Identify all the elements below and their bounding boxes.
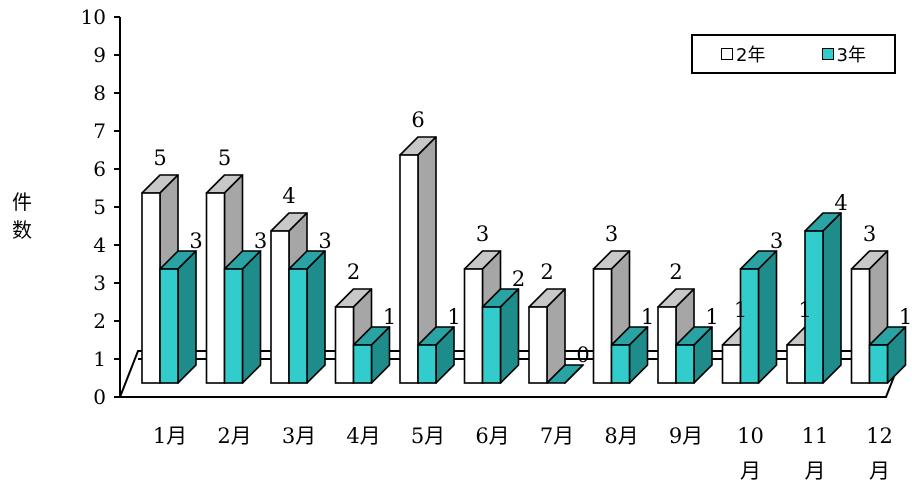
bar-3年-10月-side xyxy=(757,250,778,384)
x-tick-label-2月: 2月 xyxy=(217,424,251,448)
bar-3年-1月-side xyxy=(177,250,197,384)
x-tick-label-6月: 6月 xyxy=(475,424,509,448)
legend-item-series-1: 2年 xyxy=(721,41,765,67)
data-label-2年-4月: 2 xyxy=(347,260,360,284)
data-label-2年-5月: 6 xyxy=(411,108,424,132)
y-tick-label-7: 7 xyxy=(93,119,106,143)
x-tick-label-9月: 9月 xyxy=(669,424,703,448)
bar-2年-9月 xyxy=(657,306,677,384)
x-tick-label-10月-suffix: 月 xyxy=(740,459,761,483)
x-tick-label-5月: 5月 xyxy=(411,424,445,448)
bar-2年-7月 xyxy=(528,306,548,384)
x-tick-label-1月: 1月 xyxy=(153,424,187,448)
bar-3年-9月 xyxy=(675,344,695,384)
legend-label-series-2: 3年 xyxy=(836,45,866,66)
bar-3年-8月 xyxy=(610,344,631,384)
y-tick-label-1: 1 xyxy=(93,347,106,371)
bar-2年-5月 xyxy=(399,154,419,384)
y-tick-label-9: 9 xyxy=(93,43,106,67)
x-tick-label-12月: 12 xyxy=(866,424,893,448)
x-tick-label-12月-suffix: 月 xyxy=(869,459,890,483)
legend-item-series-2: 3年 xyxy=(821,41,866,67)
bar-3年-11月 xyxy=(804,230,824,384)
data-label-2年-10月: 1 xyxy=(734,298,747,322)
bar-2年-1月 xyxy=(141,192,161,384)
data-label-2年-6月: 3 xyxy=(476,222,489,246)
bar-3年-12月 xyxy=(868,344,889,384)
y-tick-label-5: 5 xyxy=(93,195,106,219)
bar-3年-11月-side xyxy=(822,212,842,384)
data-label-2年-1月: 5 xyxy=(153,146,166,170)
bar-3年-6月 xyxy=(481,306,502,384)
bar-3年-2月-side xyxy=(241,250,262,384)
x-tick-label-3月: 3月 xyxy=(282,424,316,448)
data-label-3年-2月: 3 xyxy=(254,229,267,253)
data-label-2年-9月: 2 xyxy=(669,260,682,284)
x-tick-label-8月: 8月 xyxy=(604,424,638,448)
y-tick-label-3: 3 xyxy=(93,271,106,295)
bar-2年-12月 xyxy=(850,268,871,384)
data-label-2年-8月: 3 xyxy=(605,222,618,246)
bar-3年-3月-side xyxy=(306,250,326,384)
y-axis-title-char-1: 件 xyxy=(12,190,32,214)
y-tick-label-4: 4 xyxy=(93,233,106,257)
legend: 2年 3年 xyxy=(691,34,896,74)
bar-2年-8月 xyxy=(592,268,613,384)
bar-2年-3月 xyxy=(270,230,290,384)
x-tick-label-10月: 10 xyxy=(737,424,764,448)
bar-2年-2月 xyxy=(205,192,226,384)
data-label-3年-1月: 3 xyxy=(189,229,202,253)
bar-3年-5月 xyxy=(417,344,437,384)
bar-2年-4月 xyxy=(334,306,355,384)
legend-swatch-series-1 xyxy=(721,48,734,60)
y-tick-label-10: 10 xyxy=(81,5,106,29)
bar-3年-7月-side xyxy=(564,364,584,384)
x-tick-label-4月: 4月 xyxy=(346,424,380,448)
y-tick-label-2: 2 xyxy=(93,309,106,333)
y-tick-label-6: 6 xyxy=(93,157,106,181)
data-label-3年-7月: 0 xyxy=(576,343,589,367)
data-label-3年-8月: 1 xyxy=(641,305,654,329)
data-label-3年-12月: 1 xyxy=(899,305,912,329)
data-label-2年-11月: 1 xyxy=(798,298,811,322)
data-label-3年-6月: 2 xyxy=(512,267,525,291)
data-label-2年-12月: 3 xyxy=(863,222,876,246)
bar-2年-11月 xyxy=(786,344,806,384)
bar-2年-6月 xyxy=(463,268,484,384)
data-label-2年-7月: 2 xyxy=(540,260,553,284)
legend-label-series-1: 2年 xyxy=(736,45,766,66)
data-label-3年-10月: 3 xyxy=(770,229,783,253)
bar-3年-10月 xyxy=(739,268,760,384)
bar-3年-3月 xyxy=(288,268,308,384)
y-tick-label-8: 8 xyxy=(93,81,106,105)
bar-3年-2月 xyxy=(223,268,244,384)
y-axis-title-char-2: 数 xyxy=(12,218,32,242)
data-label-3年-4月: 1 xyxy=(383,305,396,329)
data-label-2年-3月: 4 xyxy=(282,184,295,208)
legend-swatch-series-2 xyxy=(821,48,834,60)
x-tick-label-11月: 11 xyxy=(802,424,829,448)
bar-3年-1月 xyxy=(159,268,179,384)
data-label-3年-9月: 1 xyxy=(705,305,718,329)
data-label-2年-2月: 5 xyxy=(218,146,231,170)
data-label-3年-5月: 1 xyxy=(447,305,460,329)
data-label-3年-11月: 4 xyxy=(834,191,847,215)
bar-2年-10月 xyxy=(721,344,742,384)
y-tick-label-0: 0 xyxy=(93,385,106,409)
data-label-3年-3月: 3 xyxy=(318,229,331,253)
bar-3年-4月 xyxy=(352,344,373,384)
x-tick-label-7月: 7月 xyxy=(540,424,574,448)
x-tick-label-11月-suffix: 月 xyxy=(805,459,826,483)
